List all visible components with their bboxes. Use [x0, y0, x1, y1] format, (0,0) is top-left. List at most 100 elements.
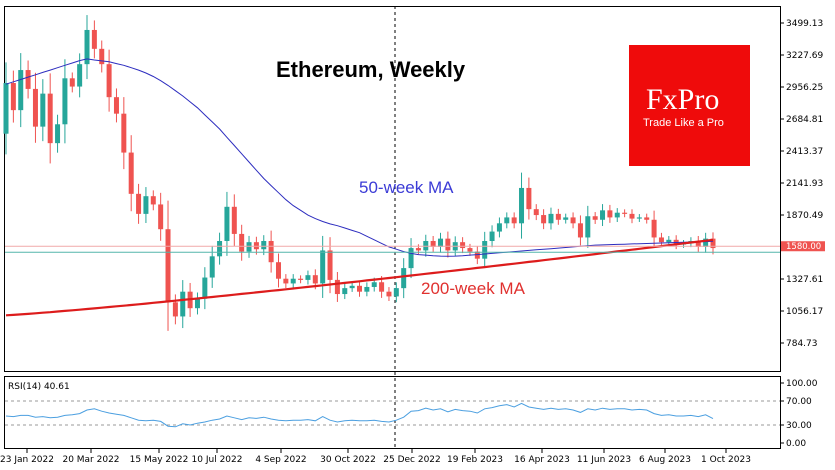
- candle-body: [121, 113, 127, 153]
- candle-body: [180, 291, 186, 317]
- x-tick-label: 15 May 2022: [130, 455, 189, 465]
- candle-body: [69, 78, 75, 87]
- candle-body: [209, 256, 215, 278]
- candle-body: [334, 279, 340, 295]
- candle-body: [474, 251, 480, 259]
- ma200-line: [5, 238, 714, 317]
- main-panel-frame: [4, 6, 781, 372]
- candle-body: [40, 93, 46, 127]
- candle-body: [636, 217, 642, 219]
- x-tick-label: 10 Jul 2022: [192, 455, 243, 465]
- candle-body: [386, 291, 392, 297]
- candle-body: [305, 275, 311, 280]
- candle-body: [246, 242, 252, 252]
- candle-body: [106, 64, 112, 98]
- y-tick-label: 2141.93: [786, 179, 823, 189]
- candle-body: [327, 250, 333, 280]
- y-tick-label: 1327.61: [786, 275, 823, 285]
- svg-text:FxPro: FxPro: [646, 83, 719, 116]
- candle-body: [703, 238, 709, 247]
- candle-body: [607, 210, 613, 218]
- candle-body: [541, 215, 547, 224]
- x-tick-label: 20 Mar 2022: [62, 455, 119, 465]
- candle-body: [570, 217, 576, 224]
- x-tick-label: 4 Sep 2022: [255, 455, 306, 465]
- candle-body: [622, 212, 628, 214]
- candle-body: [3, 83, 9, 134]
- candle-body: [77, 64, 83, 87]
- candle-body: [401, 268, 407, 289]
- candle-body: [32, 88, 38, 127]
- moving-averages: [5, 58, 714, 317]
- candle-body: [460, 242, 466, 249]
- candle-body: [55, 124, 61, 144]
- x-tick-label: 16 Apr 2023: [514, 455, 570, 465]
- candle-body: [47, 93, 53, 144]
- x-tick-label: 25 Dec 2022: [383, 455, 441, 465]
- candle-body: [172, 302, 178, 317]
- candle-body: [165, 229, 171, 303]
- candle-body: [430, 240, 436, 247]
- x-tick-label: 1 Oct 2023: [701, 455, 751, 465]
- candle-body: [10, 83, 16, 111]
- candle-body: [91, 29, 97, 49]
- candle-body: [533, 209, 539, 216]
- candle-body: [548, 213, 554, 224]
- candle-body: [371, 282, 377, 287]
- candle-body: [143, 196, 149, 214]
- candle-body: [298, 278, 304, 280]
- y-tick-label: 2684.81: [786, 115, 823, 125]
- y-tick-label: 784.73: [786, 339, 818, 349]
- candle-body: [128, 152, 134, 194]
- candle-body: [202, 277, 208, 299]
- candle-body: [438, 238, 444, 247]
- candle-body: [217, 240, 223, 257]
- x-tick-label: 19 Feb 2023: [447, 455, 503, 465]
- candle-body: [482, 240, 488, 259]
- candle-body: [585, 216, 591, 238]
- candle-body: [496, 223, 502, 232]
- candle-body: [357, 285, 362, 292]
- candle-body: [504, 217, 510, 224]
- rsi-tick-label: 70.00: [786, 397, 812, 407]
- x-tick-label: 23 Jan 2022: [0, 455, 54, 465]
- y-tick-label: 1056.17: [786, 307, 823, 317]
- candle-body: [519, 187, 525, 224]
- x-tick-label: 6 Aug 2023: [639, 455, 691, 465]
- rsi-panel-frame: [4, 376, 781, 449]
- candle-body: [592, 216, 598, 220]
- candle-body: [194, 298, 200, 309]
- rsi-label: RSI(14) 40.61: [8, 382, 70, 392]
- candle-body: [408, 248, 414, 269]
- candle-body: [18, 70, 24, 111]
- candle-body: [511, 217, 517, 224]
- rsi-tick-label: 100.00: [786, 379, 818, 389]
- candle-body: [312, 275, 318, 284]
- candle-body: [349, 285, 355, 289]
- candle-body: [224, 206, 230, 241]
- current-price-box: [781, 241, 825, 252]
- candle-body: [84, 29, 90, 65]
- y-tick-label: 2956.25: [786, 83, 823, 93]
- y-axis: 3499.13 3227.69 2956.25 2684.81 2413.37 2141.…: [780, 19, 823, 349]
- candle-body: [695, 240, 701, 247]
- ma200-annotation: 200-week MA: [421, 279, 526, 298]
- rsi-tick-label: 30.00: [786, 421, 812, 431]
- rsi-panel: 100.00 70.00 30.00 0.00: [5, 379, 818, 449]
- candle-body: [253, 242, 259, 250]
- candle-body: [239, 233, 245, 252]
- candle-body: [150, 196, 156, 205]
- fxpro-logo: FxPro Trade Like a Pro: [629, 45, 750, 166]
- y-tick-label: 1870.49: [786, 211, 823, 221]
- candle-body: [577, 223, 583, 238]
- y-tick-label: 2413.37: [786, 147, 823, 157]
- candle-body: [364, 286, 370, 292]
- candle-body: [268, 240, 274, 263]
- rsi-tick-label: 0.00: [786, 439, 806, 449]
- candle-body: [629, 213, 635, 219]
- candle-body: [393, 288, 399, 297]
- candle-body: [489, 231, 495, 241]
- candle-body: [320, 250, 326, 284]
- x-axis: 23 Jan 2022 20 Mar 2022 15 May 2022 10 Jul …: [0, 449, 751, 465]
